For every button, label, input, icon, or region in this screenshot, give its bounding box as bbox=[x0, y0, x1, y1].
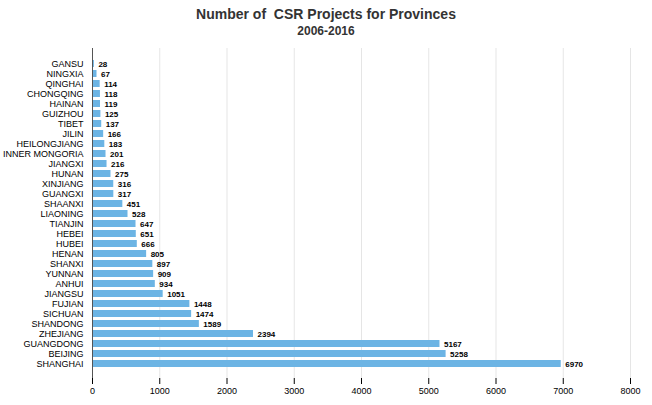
svg-text:1474: 1474 bbox=[196, 310, 214, 319]
svg-text:451: 451 bbox=[127, 200, 141, 209]
svg-text:LIAONING: LIAONING bbox=[40, 209, 83, 219]
svg-text:8000: 8000 bbox=[620, 386, 640, 396]
svg-text:647: 647 bbox=[140, 220, 154, 229]
svg-text:QINGHAI: QINGHAI bbox=[45, 79, 83, 89]
svg-text:137: 137 bbox=[106, 120, 120, 129]
svg-text:JIANGXI: JIANGXI bbox=[48, 159, 83, 169]
html-text:Number of CSR Projects for Pro: Number of CSR Projects for Provinces bbox=[196, 6, 456, 22]
svg-text:4000: 4000 bbox=[351, 386, 371, 396]
svg-text:SHANGHAI: SHANGHAI bbox=[36, 359, 83, 369]
svg-text:SICHUAN: SICHUAN bbox=[43, 309, 84, 319]
svg-text:934: 934 bbox=[159, 280, 173, 289]
svg-text:528: 528 bbox=[132, 210, 146, 219]
svg-text:HEILONGJIANG: HEILONGJIANG bbox=[16, 139, 83, 149]
svg-text:118: 118 bbox=[104, 90, 117, 99]
svg-text:SHANXI: SHANXI bbox=[50, 259, 84, 269]
svg-text:5000: 5000 bbox=[419, 386, 439, 396]
svg-text:NINGXIA: NINGXIA bbox=[46, 69, 83, 79]
svg-text:GANSU: GANSU bbox=[51, 59, 83, 69]
svg-text:FUJIAN: FUJIAN bbox=[52, 299, 84, 309]
svg-text:2394: 2394 bbox=[257, 330, 275, 339]
svg-text:5258: 5258 bbox=[450, 350, 468, 359]
svg-text:6970: 6970 bbox=[565, 360, 583, 369]
svg-text:67: 67 bbox=[101, 70, 110, 79]
svg-text:CHONGQING: CHONGQING bbox=[27, 89, 84, 99]
svg-text:316: 316 bbox=[118, 180, 132, 189]
svg-text:166: 166 bbox=[108, 130, 122, 139]
svg-text:909: 909 bbox=[158, 270, 172, 279]
svg-text:651: 651 bbox=[140, 230, 154, 239]
svg-text:YUNNAN: YUNNAN bbox=[45, 269, 83, 279]
svg-text:INNER MONGORIA: INNER MONGORIA bbox=[3, 149, 84, 159]
svg-text:183: 183 bbox=[109, 140, 123, 149]
svg-text:0: 0 bbox=[90, 386, 95, 396]
svg-text:HAINAN: HAINAN bbox=[49, 99, 83, 109]
svg-text:275: 275 bbox=[115, 170, 129, 179]
svg-text:216: 216 bbox=[111, 160, 125, 169]
svg-text:XINJIANG: XINJIANG bbox=[42, 179, 84, 189]
svg-text:5167: 5167 bbox=[444, 340, 462, 349]
svg-text:SHAANXI: SHAANXI bbox=[44, 199, 84, 209]
svg-text:ANHUI: ANHUI bbox=[55, 279, 83, 289]
svg-text:HUBEI: HUBEI bbox=[56, 239, 84, 249]
svg-text:897: 897 bbox=[157, 260, 171, 269]
svg-text:BEIJING: BEIJING bbox=[48, 349, 83, 359]
svg-text:ZHEJIANG: ZHEJIANG bbox=[39, 329, 84, 339]
svg-text:HENAN: HENAN bbox=[52, 249, 84, 259]
svg-text:805: 805 bbox=[151, 250, 165, 259]
svg-text:TIANJIN: TIANJIN bbox=[49, 219, 83, 229]
svg-text:GUIZHOU: GUIZHOU bbox=[42, 109, 84, 119]
svg-text:6000: 6000 bbox=[486, 386, 506, 396]
svg-text:119: 119 bbox=[105, 100, 118, 109]
svg-text:2000: 2000 bbox=[217, 386, 237, 396]
svg-text:201: 201 bbox=[110, 150, 124, 159]
svg-text:TIBET: TIBET bbox=[58, 119, 84, 129]
svg-text:1448: 1448 bbox=[194, 300, 212, 309]
svg-text:3000: 3000 bbox=[284, 386, 304, 396]
svg-text:7000: 7000 bbox=[553, 386, 573, 396]
svg-text:GUANGDONG: GUANGDONG bbox=[23, 339, 83, 349]
html-text:2006-2016: 2006-2016 bbox=[297, 24, 355, 38]
svg-text:28: 28 bbox=[98, 60, 107, 69]
svg-text:1000: 1000 bbox=[150, 386, 170, 396]
svg-text:666: 666 bbox=[141, 240, 155, 249]
svg-text:125: 125 bbox=[105, 110, 119, 119]
svg-text:114: 114 bbox=[104, 80, 117, 89]
svg-text:GUANGXI: GUANGXI bbox=[42, 189, 84, 199]
svg-text:HUNAN: HUNAN bbox=[51, 169, 83, 179]
svg-text:317: 317 bbox=[118, 190, 132, 199]
svg-text:JIANGSU: JIANGSU bbox=[44, 289, 83, 299]
svg-text:JILIN: JILIN bbox=[62, 129, 83, 139]
svg-text:1589: 1589 bbox=[203, 320, 221, 329]
svg-text:SHANDONG: SHANDONG bbox=[31, 319, 83, 329]
svg-text:1051: 1051 bbox=[167, 290, 185, 299]
svg-text:HEBEI: HEBEI bbox=[56, 229, 83, 239]
